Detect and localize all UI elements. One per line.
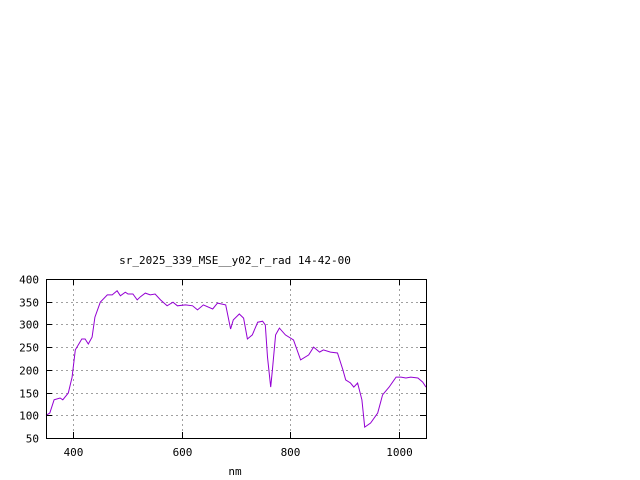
grid	[46, 279, 426, 438]
y-tick-label: 100	[19, 410, 39, 423]
y-tick-label: 50	[26, 433, 39, 446]
x-tick-label: 800	[281, 446, 301, 459]
plot-frame	[46, 279, 427, 439]
y-tick-label: 300	[19, 319, 39, 332]
series-line	[45, 290, 427, 428]
y-tick-label: 200	[19, 365, 39, 378]
y-tick-label: 150	[19, 388, 39, 401]
y-tick-label: 350	[19, 297, 39, 310]
chart-title: sr_2025_339_MSE__y02_r_rad 14-42-00	[119, 254, 351, 267]
ticks: 50 100 150 200 250 300 350 400 400 600 800 1000	[19, 274, 426, 459]
x-axis-label: nm	[228, 465, 242, 478]
x-tick-label: 600	[173, 446, 193, 459]
y-tick-label: 250	[19, 342, 39, 355]
x-tick-label: 1000	[386, 446, 413, 459]
y-tick-label: 400	[19, 274, 39, 287]
x-tick-label: 400	[64, 446, 84, 459]
